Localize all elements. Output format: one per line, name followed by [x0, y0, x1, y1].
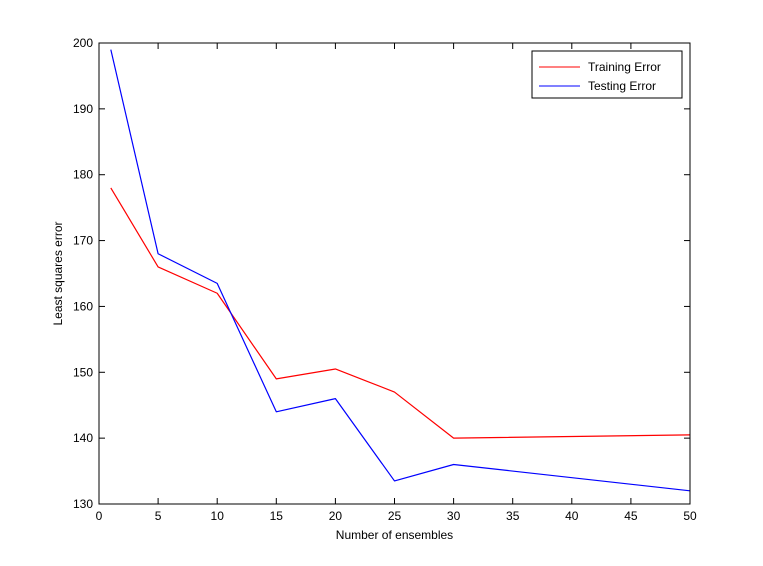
x-tick-label: 0	[96, 509, 103, 523]
y-tick-label: 140	[73, 431, 93, 445]
x-tick-label: 5	[155, 509, 162, 523]
series-lines	[110, 49, 691, 492]
x-tick-labels: 0 5 10 15 20 25 30 35 40 45 50	[96, 509, 697, 523]
y-tick-label: 200	[73, 36, 93, 50]
x-tick-label: 15	[270, 509, 284, 523]
legend-box	[531, 50, 683, 99]
x-axis-title: Number of ensembles	[336, 528, 453, 542]
x-tick-label: 25	[388, 509, 402, 523]
legend-label-training-error: Training Error	[588, 60, 661, 74]
y-tick-label: 160	[73, 299, 93, 313]
y-tick-label: 170	[73, 234, 93, 248]
y-tick-label: 190	[73, 102, 93, 116]
x-tick-label: 10	[211, 509, 225, 523]
y-tick-label: 180	[73, 168, 93, 182]
legend-label-testing-error: Testing Error	[588, 79, 656, 93]
y-axis-title: Least squares error	[51, 221, 65, 325]
y-tick-label: 150	[73, 365, 93, 379]
x-tick-label: 40	[565, 509, 579, 523]
x-tick-label: 35	[506, 509, 520, 523]
y-tick-labels: 130 140 150 160 170 180 190 200	[73, 36, 93, 511]
series-line-training-error	[110, 187, 691, 439]
series-line-testing-error	[110, 49, 691, 492]
x-tick-label: 30	[447, 509, 461, 523]
plot-frame	[98, 42, 691, 505]
y-tick-label: 130	[73, 497, 93, 511]
plot-area	[99, 43, 690, 504]
legend: Training Error Testing Error	[531, 50, 683, 99]
x-tick-label: 20	[329, 509, 343, 523]
x-tick-label: 45	[624, 509, 638, 523]
x-tick-label: 50	[683, 509, 697, 523]
